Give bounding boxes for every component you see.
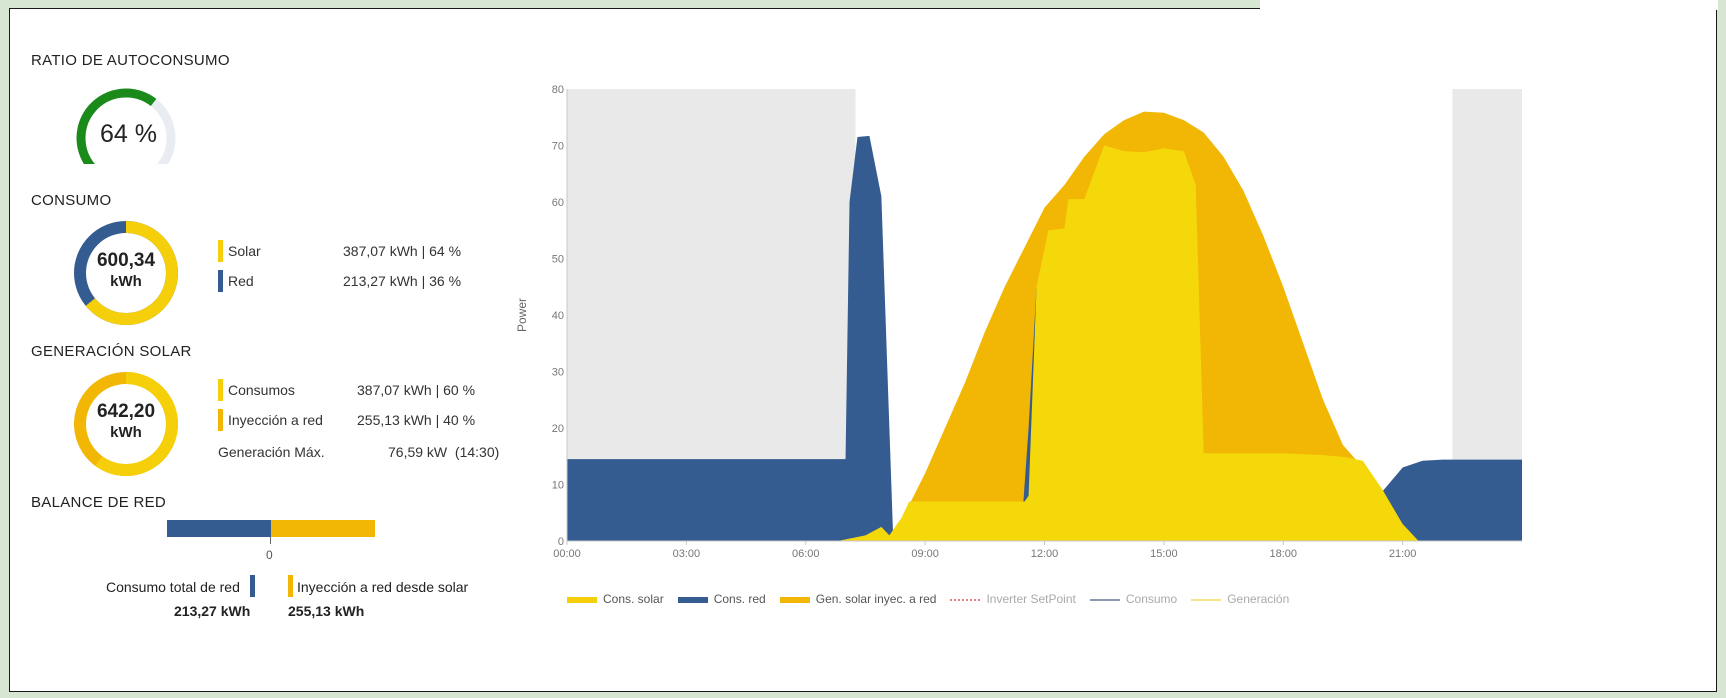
generation-consumption-value: 387,07 kWh | 60 % (357, 382, 476, 398)
series-cons-solar (567, 145, 1522, 541)
consumption-total-number: 600,34 (96, 250, 156, 271)
chart-legend-item[interactable]: Inverter SetPoint (950, 592, 1076, 606)
chart-series (567, 111, 1522, 541)
x-tick-label: 15:00 (1150, 548, 1178, 560)
consumption-solar-swatch (218, 240, 223, 262)
consumption-total-unit: kWh (110, 273, 142, 290)
chart-legend-swatch (1089, 598, 1120, 601)
power-chart: 0 10 20 30 40 50 60 70 80 00:00 03:00 06:00 09:00 12:… (515, 84, 1522, 560)
grid-injection-value: 255,13 kWh (288, 603, 365, 619)
generation-injection-swatch (218, 409, 223, 431)
consumption-donut (74, 221, 178, 325)
chart-legend-item[interactable]: Cons. solar (567, 592, 664, 606)
chart-legend-item[interactable]: Generación (1191, 592, 1289, 606)
grid-balance-title: BALANCE DE RED (31, 494, 167, 511)
x-tick-label: 18:00 (1269, 548, 1297, 560)
generation-injection-label: Inyección a red (228, 412, 323, 428)
generation-max: Generación Máx. 76,59 kW (14:30) (218, 441, 508, 463)
consumption-legend-red: Red 213,27 kWh | 36 % (218, 270, 508, 292)
chart-legend-label: Cons. solar (603, 592, 664, 606)
chart-legend-swatch (950, 598, 981, 601)
chart-legend-swatch (677, 596, 708, 603)
chart-legend: Cons. solar Cons. red Gen. solar inyec. a … (567, 592, 1303, 606)
generation-legend-consumption: Consumos 387,07 kWh | 60 % (218, 379, 508, 401)
chart-legend-swatch (1191, 598, 1222, 601)
x-tick-label: 06:00 (792, 548, 820, 560)
consumption-red-label: Red (228, 273, 254, 289)
generation-donut-consumption (74, 372, 178, 476)
consumption-title: CONSUMO (31, 192, 112, 209)
solar-generation-donut (74, 372, 178, 476)
grid-consumption-value: 213,27 kWh (174, 603, 251, 619)
consumption-total: 600,34 kWh (76, 250, 176, 292)
chart-legend-label: Inverter SetPoint (986, 592, 1076, 606)
y-tick-label: 50 (552, 254, 564, 266)
y-tick-label: 70 (552, 141, 564, 153)
grid-injection-swatch (288, 575, 293, 597)
chart-legend-swatch (779, 596, 810, 603)
x-tick-label: 09:00 (911, 548, 939, 560)
consumption-red-value: 213,27 kWh | 36 % (343, 273, 462, 289)
y-axis-label: Power (515, 298, 529, 332)
grid-balance-zero-label: 0 (266, 548, 273, 562)
chart-legend-label: Generación (1227, 592, 1290, 606)
self-consumption-gauge (76, 88, 176, 164)
y-tick-label: 10 (552, 480, 564, 492)
grid-consumption-swatch (250, 575, 255, 597)
y-tick-label: 60 (552, 197, 564, 209)
y-tick-label: 40 (552, 310, 564, 322)
chart-legend-label: Consumo (1125, 592, 1178, 606)
x-tick-label: 00:00 (553, 548, 581, 560)
grid-consumption-label: Consumo total de red (106, 579, 240, 595)
solar-generation-title: GENERACIÓN SOLAR (31, 343, 192, 360)
series-cons-red (567, 135, 1522, 541)
generation-max-value: 76,59 kW (14:30) (388, 444, 500, 460)
solar-generation-total-number: 642,20 (96, 401, 156, 422)
generation-max-label: Generación Máx. (218, 444, 325, 460)
x-tick-label: 12:00 (1031, 548, 1059, 560)
y-tick-label: 20 (552, 423, 564, 435)
chart-axes: 0 10 20 30 40 50 60 70 80 00:00 03:00 06:00 09:00 12:… (552, 84, 1522, 560)
grid-injection-label: Inyección a red desde solar (297, 579, 469, 595)
grid-balance-zero-tick (270, 537, 271, 544)
grid-balance-bar-consumption (167, 520, 271, 537)
solar-generation-total: 642,20 kWh (76, 401, 176, 443)
gauge-fill (76, 88, 157, 164)
chart-legend-label: Gen. solar inyec. a red (815, 592, 937, 606)
generation-injection-value: 255,13 kWh | 40 % (357, 412, 476, 428)
generation-legend-injection: Inyección a red 255,13 kWh | 40 % (218, 409, 508, 431)
consumption-solar-label: Solar (228, 243, 261, 259)
y-tick-label: 80 (552, 84, 564, 96)
chart-legend-label: Cons. red (713, 592, 766, 606)
y-tick-label: 0 (558, 536, 564, 548)
panel-tab-gap (1260, 0, 1718, 10)
consumption-donut-solar (74, 221, 178, 325)
consumption-solar-value: 387,07 kWh | 64 % (343, 243, 462, 259)
consumption-legend-solar: Solar 387,07 kWh | 64 % (218, 240, 508, 262)
chart-legend-item[interactable]: Gen. solar inyec. a red (779, 592, 937, 606)
chart-legend-swatch (567, 596, 597, 603)
consumption-red-swatch (218, 270, 223, 292)
x-tick-label: 21:00 (1389, 548, 1417, 560)
self-consumption-title: RATIO DE AUTOCONSUMO (31, 52, 230, 69)
grid-balance-bar-injection (271, 520, 375, 537)
y-tick-label: 30 (552, 367, 564, 379)
generation-consumption-label: Consumos (228, 382, 295, 398)
self-consumption-value: 64 % (100, 120, 157, 148)
chart-legend-item[interactable]: Cons. red (677, 592, 766, 606)
chart-legend-item[interactable]: Consumo (1089, 592, 1178, 606)
generation-consumption-swatch (218, 379, 223, 401)
solar-generation-total-unit: kWh (110, 424, 142, 441)
x-tick-label: 03:00 (673, 548, 701, 560)
